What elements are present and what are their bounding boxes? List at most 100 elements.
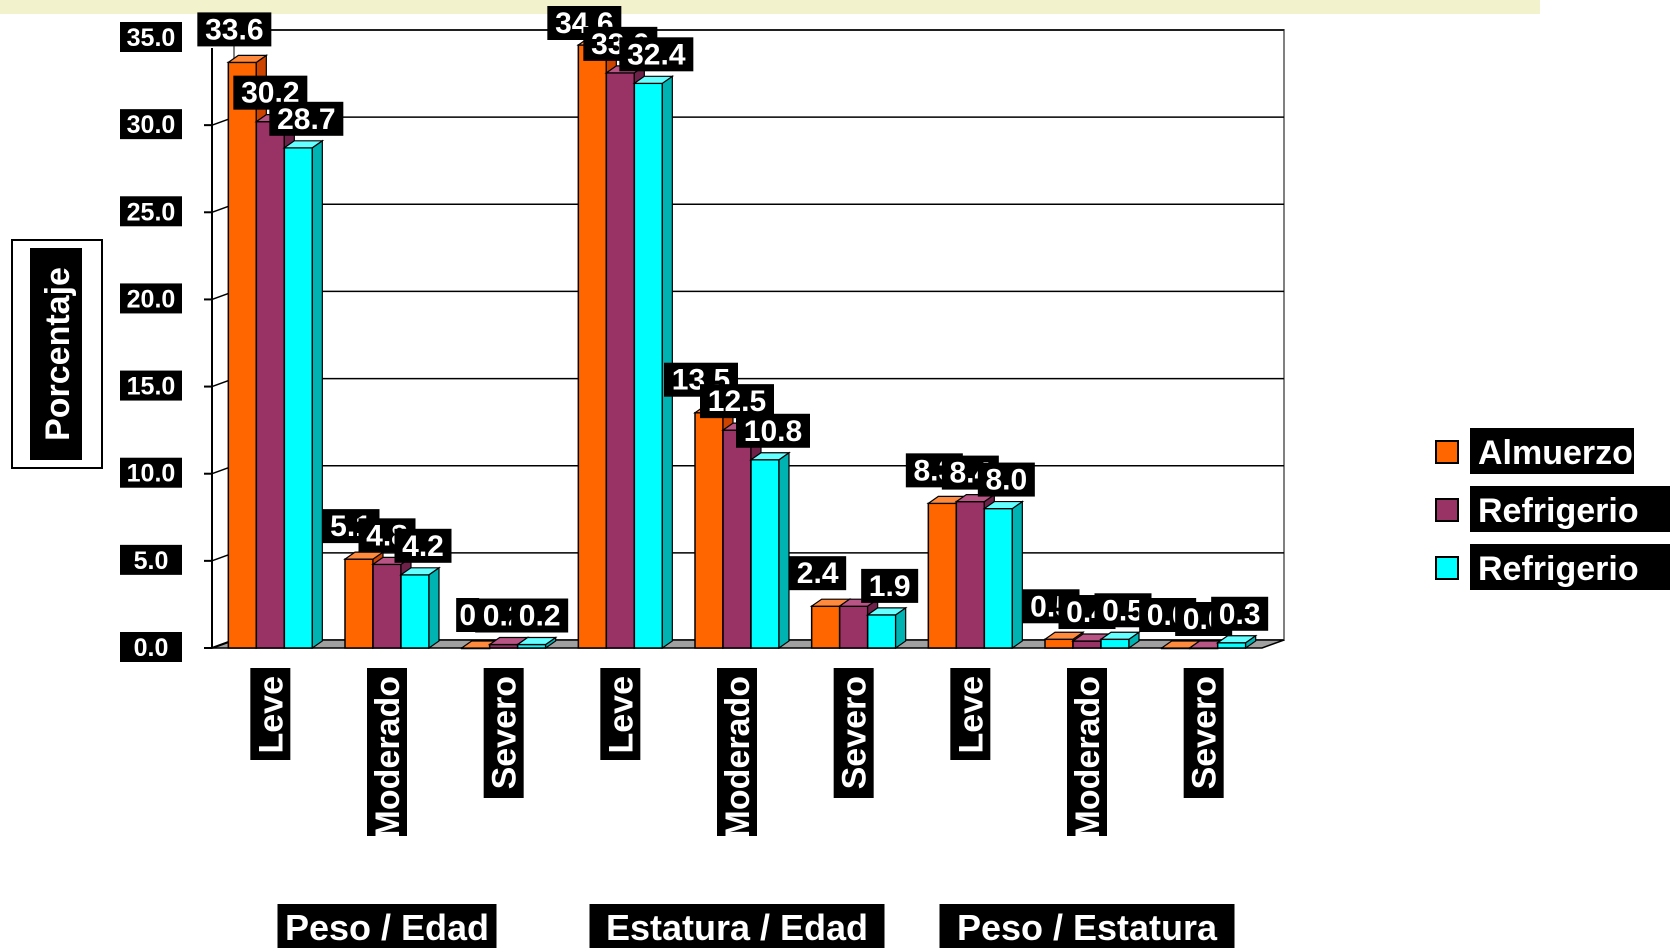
category-label-bg — [1067, 668, 1107, 836]
y-axis-title: Porcentaje — [11, 239, 103, 469]
category-label-0: Leve — [252, 676, 290, 754]
y-tick-label: 20.0 — [127, 285, 176, 313]
group-label-1: Estatura / Edad — [606, 907, 868, 948]
category-label-bg — [717, 668, 757, 836]
category-label-8: Severo — [1186, 676, 1224, 789]
category-label-1: Moderado — [369, 676, 407, 838]
data-label-2-6: 8.0 — [985, 464, 1027, 497]
legend-swatch-1 — [1435, 498, 1459, 522]
bar-almuerzo-0-6 — [927, 502, 958, 649]
y-title-bg — [30, 248, 82, 460]
y-tick-label: 0.0 — [134, 634, 169, 662]
category-label-5: Severo — [836, 676, 874, 789]
bar-top — [226, 54, 269, 64]
data-label-bg — [619, 37, 694, 72]
y-tick-label-bg — [120, 544, 182, 575]
data-label-bg — [789, 556, 847, 591]
y-tick-label-bg — [120, 632, 182, 662]
legend-label-bg — [1470, 486, 1670, 532]
bar-refrigerio-1-5 — [838, 605, 869, 649]
bar-top — [282, 140, 325, 149]
group-label-bg — [589, 904, 885, 948]
y-tick-label-bg — [120, 457, 182, 488]
y-tick-label-bg — [120, 283, 182, 314]
bar-refrigerio-1-6 — [955, 500, 986, 649]
bar-almuerzo-0-0 — [227, 61, 258, 649]
bar-refrigerio-2-5 — [866, 614, 897, 649]
bar-side — [311, 139, 323, 650]
data-label-bg — [456, 598, 480, 632]
bar-refrigerio-1-0 — [255, 120, 286, 649]
data-label-bg — [700, 384, 774, 419]
bar-top — [632, 75, 675, 84]
data-label-0-5: 2.4 — [797, 557, 839, 590]
legend-swatch-0 — [1435, 440, 1459, 464]
y-tick-label-bg — [120, 370, 182, 401]
data-label-2-2: 0.2 — [519, 600, 561, 633]
bar-refrigerio-2-3 — [633, 82, 664, 649]
y-axis-ticks: 0.0 5.0 10.0 15.0 20.0 25.0 30.0 35.0 — [120, 22, 212, 662]
data-label-bg — [861, 568, 919, 603]
bar-top — [865, 607, 908, 616]
category-label-bg — [1183, 668, 1224, 798]
data-label-bg — [511, 598, 569, 633]
data-label-2-7: 0.5 — [1102, 594, 1144, 627]
bar-refrigerio-1-1 — [372, 563, 402, 649]
data-label-bg — [269, 101, 344, 136]
bar-refrigerio-2-6 — [983, 507, 1014, 649]
bar-refrigerio-2-7 — [1100, 638, 1130, 649]
legend-label-2: Refrigerio — [1478, 550, 1639, 588]
category-label-bg — [367, 668, 407, 836]
bar-side — [661, 75, 673, 650]
legend: Almuerzo Refrigerio Refrigerio — [1435, 428, 1670, 590]
bar-almuerzo-0-3 — [577, 44, 608, 649]
category-label-bg — [833, 668, 874, 798]
data-labels: 33.630.228.75.14.84.200.20.234.633.032.4… — [197, 6, 1269, 636]
bar-refrigerio-2-8 — [1216, 642, 1247, 649]
bar-almuerzo-0-4 — [694, 411, 724, 649]
category-label-2: Severo — [486, 676, 524, 789]
data-label-bg — [1211, 596, 1269, 631]
data-label-2-8: 0.3 — [1219, 598, 1261, 631]
bar-refrigerio-1-7 — [1072, 640, 1102, 649]
bar-almuerzo-0-5 — [810, 605, 841, 649]
bar-refrigerio-2-1 — [400, 574, 430, 649]
data-label-bg — [394, 528, 452, 563]
category-label-bg — [600, 668, 641, 760]
bar-refrigerio-2-4 — [750, 459, 780, 649]
bar-refrigerio-1-3 — [605, 72, 636, 649]
data-label-1-4: 12.5 — [708, 385, 766, 418]
bar-top — [515, 636, 558, 646]
category-label-bg — [950, 668, 991, 760]
data-label-2-0: 28.7 — [277, 103, 335, 136]
legend-label-bg — [1470, 544, 1670, 590]
group-label-2: Peso / Estatura — [957, 907, 1218, 948]
bar-top — [1043, 631, 1085, 640]
data-label-2-5: 1.9 — [869, 570, 911, 603]
y-tick-label-bg — [120, 196, 182, 227]
group-label-bg — [939, 904, 1235, 948]
bar-side — [778, 451, 790, 650]
category-label-4: Moderado — [719, 676, 757, 838]
bar-top — [982, 500, 1025, 510]
category-label-3: Leve — [602, 676, 640, 754]
y-tick-label: 30.0 — [127, 111, 176, 139]
data-label-bg — [197, 12, 272, 47]
x-axis-category-labels: Leve Moderado Severo Leve Moderado Severo Leve… — [250, 668, 1224, 838]
category-label-6: Leve — [952, 676, 990, 754]
bar-top — [749, 452, 791, 461]
y-tick-label: 35.0 — [127, 24, 176, 52]
y-tick-label: 15.0 — [127, 373, 176, 401]
bar-top — [1215, 635, 1258, 644]
y-tick-label: 25.0 — [127, 198, 176, 226]
data-label-bg — [736, 413, 810, 448]
bar-almuerzo-0-1 — [344, 558, 374, 649]
legend-label-bg — [1470, 428, 1634, 474]
bar-side — [428, 566, 440, 650]
group-label-bg — [277, 904, 497, 948]
bar-refrigerio-1-4 — [722, 429, 752, 649]
y-tick-label-bg — [120, 22, 182, 52]
data-label-2-4: 10.8 — [744, 415, 802, 448]
top-banner-strip — [0, 0, 1540, 14]
data-label-2-3: 32.4 — [627, 38, 686, 71]
